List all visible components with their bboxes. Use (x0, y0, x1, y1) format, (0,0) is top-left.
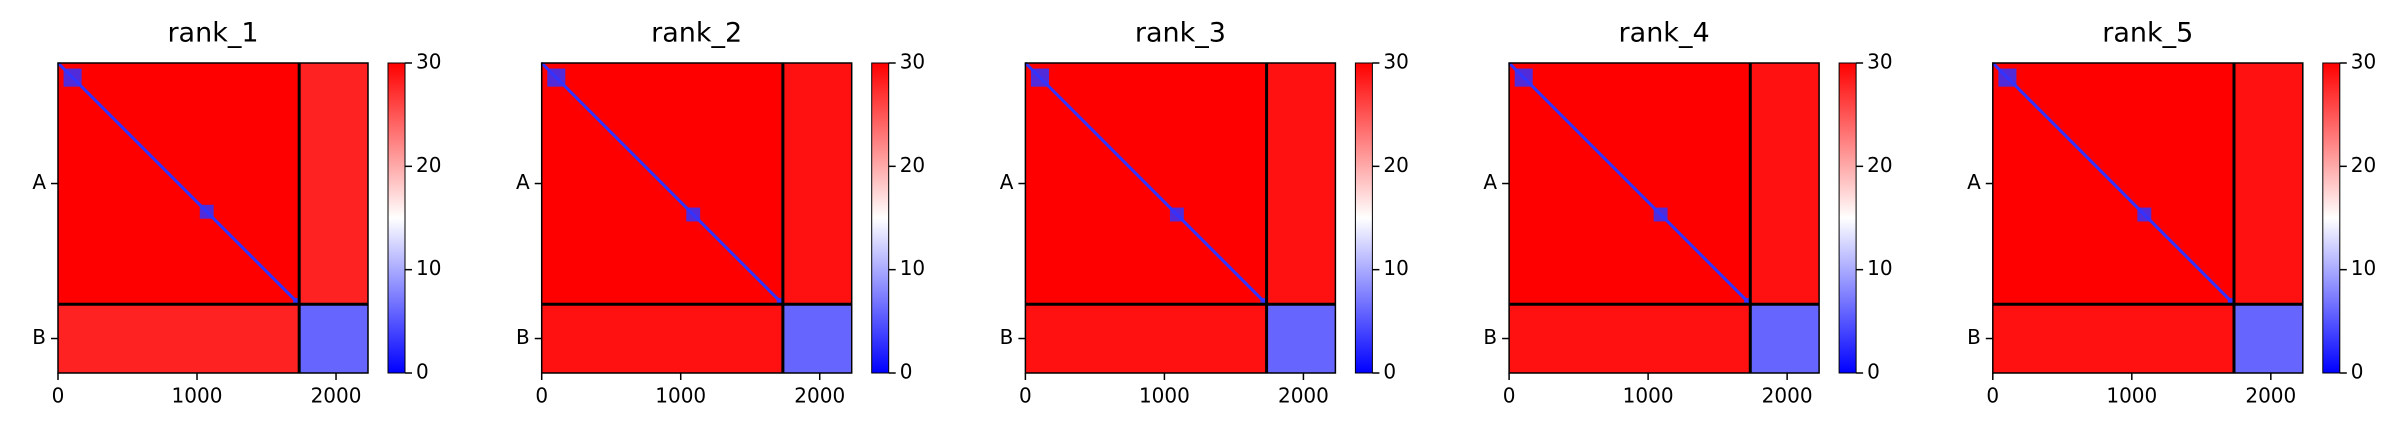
heatmap-block (1750, 63, 1820, 305)
colorbar-tick-label: 0 (2351, 360, 2364, 384)
y-tick-label: B (516, 325, 530, 349)
x-tick-label: 2000 (311, 384, 362, 408)
heatmap-block (299, 304, 368, 373)
colorbar (1354, 62, 1373, 374)
heatmap-block (541, 304, 783, 373)
diagonal (540, 61, 784, 306)
x-tick-label: 2000 (794, 384, 845, 408)
colorbar-tick-label: 30 (1867, 50, 1892, 74)
y-tick-label: A (516, 170, 530, 194)
colorbar-tick-label: 30 (416, 50, 441, 74)
plot-frame (1992, 62, 2304, 374)
colorbar-tick-label: 0 (900, 360, 913, 384)
colorbar-tick-label: 30 (1383, 50, 1408, 74)
plot-frame (540, 62, 853, 374)
diagonal (1024, 61, 1268, 306)
y-tick-label: B (1000, 325, 1014, 349)
heatmap-block (58, 304, 300, 373)
heatmap-block (1992, 304, 2234, 373)
x-tick-label: 2000 (2245, 384, 2296, 408)
y-tick-label: B (32, 325, 46, 349)
plot-frame (1024, 62, 1337, 374)
heatmap-block (2233, 304, 2303, 373)
colorbar-tick-label: 10 (416, 256, 441, 280)
colorbar-tick-label: 20 (2351, 153, 2376, 177)
panel-title: rank_2 (651, 18, 742, 49)
x-tick-label: 2000 (1762, 384, 1813, 408)
y-tick-label: A (1967, 170, 1981, 194)
heatmap-block (2233, 63, 2303, 305)
x-tick-label: 0 (1986, 384, 1999, 408)
y-tick-label: A (32, 170, 46, 194)
colorbar-tick-label: 20 (900, 153, 925, 177)
colorbar-tick-label: 0 (1867, 360, 1880, 384)
colorbar-tick-label: 10 (1867, 256, 1892, 280)
colorbar (2322, 62, 2341, 374)
x-tick-label: 1000 (172, 384, 223, 408)
colorbar-tick-label: 20 (1867, 153, 1892, 177)
panel-title: rank_3 (1135, 18, 1226, 49)
diagonal (1508, 61, 1752, 306)
panel-title: rank_5 (2102, 18, 2193, 49)
colorbar (387, 62, 406, 374)
heatmap-block (782, 304, 852, 373)
heatmap-block (1750, 304, 1820, 373)
y-tick-label: A (1483, 170, 1497, 194)
diagonal (56, 61, 301, 306)
colorbar-tick-label: 20 (1383, 153, 1408, 177)
colorbar-tick-label: 0 (416, 360, 429, 384)
heatmap-block (1266, 304, 1336, 373)
heatmap-block (782, 63, 852, 305)
heatmap-block (299, 63, 368, 305)
x-tick-label: 0 (1019, 384, 1032, 408)
colorbar (871, 62, 890, 374)
x-tick-label: 1000 (1623, 384, 1674, 408)
y-tick-label: B (1967, 325, 1981, 349)
plot-frame (1508, 62, 1820, 374)
x-tick-label: 0 (52, 384, 65, 408)
colorbar-tick-label: 30 (2351, 50, 2376, 74)
x-tick-label: 1000 (1139, 384, 1190, 408)
heatmap-block (1266, 63, 1336, 305)
colorbar-tick-label: 10 (900, 256, 925, 280)
heatmap-block (1509, 304, 1751, 373)
y-tick-label: A (1000, 170, 1014, 194)
colorbar-tick-label: 10 (1383, 256, 1408, 280)
x-tick-label: 0 (535, 384, 548, 408)
x-tick-label: 2000 (1278, 384, 1329, 408)
plot-frame (57, 62, 369, 374)
x-tick-label: 1000 (655, 384, 706, 408)
x-tick-label: 1000 (2106, 384, 2157, 408)
panel-title: rank_1 (167, 18, 258, 49)
colorbar-tick-label: 0 (1383, 360, 1396, 384)
colorbar-tick-label: 20 (416, 153, 441, 177)
colorbar-tick-label: 30 (900, 50, 925, 74)
diagonal (1991, 61, 2236, 306)
x-tick-label: 0 (1503, 384, 1516, 408)
colorbar (1838, 62, 1857, 374)
heatmap-block (1025, 304, 1267, 373)
colorbar-tick-label: 10 (2351, 256, 2376, 280)
panel-title: rank_4 (1619, 18, 1710, 49)
y-tick-label: B (1483, 325, 1497, 349)
